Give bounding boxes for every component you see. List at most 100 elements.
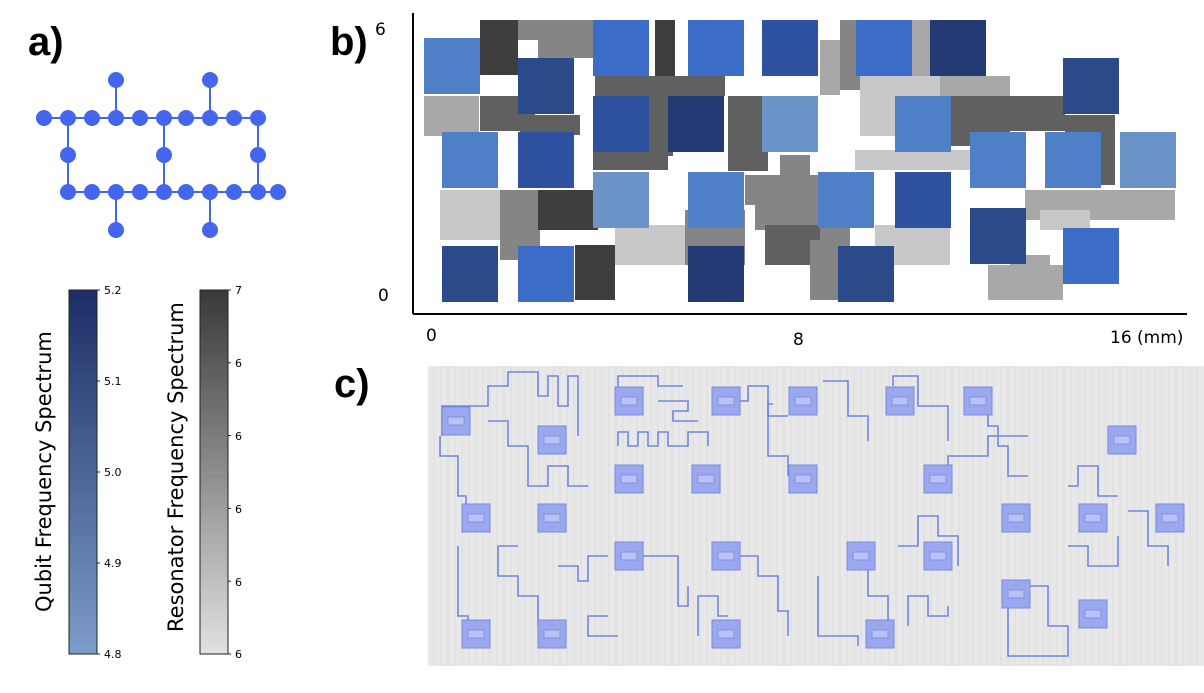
resonator-block: [855, 150, 970, 170]
resonator-colorbar-segment: [200, 387, 228, 394]
resonator-block: [615, 225, 685, 265]
qubit-colorbar-segment: [69, 381, 97, 391]
qubit-pad-junction: [1007, 589, 1025, 599]
resonator-colorbar-segment: [200, 459, 228, 467]
qubit-block: [442, 246, 498, 302]
qubit-block: [688, 20, 744, 76]
meander-wire: [817, 576, 859, 646]
qubit-pad-junction: [794, 396, 812, 406]
qubit-node: [250, 147, 266, 163]
meander-wire: [1007, 585, 1069, 657]
qubit-tick-4.9: 4.9: [104, 557, 122, 570]
qubit-block: [688, 172, 744, 228]
y-tick-bottom: 0: [378, 286, 389, 306]
resonator-tick-4: 6: [235, 576, 242, 589]
qubit-block: [856, 20, 912, 76]
qubit-block: [1120, 132, 1176, 188]
qubit-pad: [923, 464, 953, 494]
resonator-colorbar-segment: [200, 302, 228, 309]
qubit-node: [202, 184, 218, 200]
qubit-pad-junction: [717, 629, 735, 639]
qubit-pad-junction: [871, 629, 889, 639]
resonator-block: [745, 175, 820, 205]
resonator-block: [820, 40, 840, 95]
meander-wire: [468, 371, 579, 436]
qubit-colorbar-segment: [69, 517, 97, 528]
qubit-pad-junction: [467, 629, 485, 639]
qubit-node: [108, 184, 124, 200]
meander-wire: [892, 375, 949, 441]
qubit-tick-5.1: 5.1: [104, 375, 122, 388]
resonator-block: [575, 245, 615, 300]
resonator-colorbar-segment: [200, 308, 228, 315]
y-tick-top: 6: [375, 20, 386, 40]
meander-wire: [497, 545, 539, 626]
resonator-colorbar-segment: [200, 478, 228, 485]
qubit-pad-junction: [447, 416, 465, 426]
qubit-colorbar-segment: [69, 644, 97, 655]
chip-layout: [428, 366, 1204, 666]
resonator-block: [655, 20, 675, 80]
resonator-colorbar-segment: [200, 544, 228, 552]
qubit-pad-junction: [467, 513, 485, 523]
qubit-colorbar-segment: [69, 444, 97, 455]
qubit-colorbar-segment: [69, 508, 97, 518]
qubit-pad-junction: [929, 474, 947, 484]
meander-wire: [488, 420, 588, 487]
resonator-block: [840, 20, 860, 90]
resonator-colorbar-segment: [200, 411, 228, 418]
resonator-colorbar-segment: [200, 538, 228, 546]
resonator-colorbar-segment: [200, 629, 228, 637]
qubit-colorbar-segment: [69, 635, 97, 646]
frequency-layout-plot: [412, 13, 1187, 315]
qubit-block: [970, 132, 1026, 188]
qubit-node: [270, 184, 286, 200]
qubit-block: [762, 96, 818, 152]
panel-label-a: a): [28, 20, 64, 64]
resonator-colorbar-segment: [200, 490, 228, 497]
resonator-colorbar-segment: [200, 593, 228, 600]
qubit-node: [202, 72, 218, 88]
qubit-colorbar-segment: [69, 535, 97, 546]
resonator-colorbar-segment: [200, 326, 228, 333]
resonator-block: [595, 76, 725, 96]
resonator-block: [780, 155, 810, 175]
qubit-colorbar-segment: [69, 453, 97, 464]
qubit-pad-junction: [697, 474, 715, 484]
qubit-pad-junction: [543, 513, 561, 523]
qubit-tick-5.2: 5.2: [104, 284, 122, 297]
meander-wire: [907, 595, 949, 626]
qubit-node: [156, 110, 172, 126]
qubit-colorbar-segment: [69, 626, 97, 637]
resonator-colorbar-segment: [200, 314, 228, 321]
meander-wire: [587, 615, 618, 637]
qubit-node: [178, 184, 194, 200]
resonator-colorbar-segment: [200, 647, 228, 655]
qubit-pad-junction: [852, 551, 870, 561]
resonator-colorbar-segment: [200, 290, 228, 297]
qubit-node: [156, 147, 172, 163]
qubit-node: [178, 110, 194, 126]
qubit-colorbar-segment: [69, 499, 97, 509]
qubit-colorbar-segment: [69, 326, 97, 336]
qubit-block: [593, 20, 649, 76]
resonator-colorbar-segment: [200, 447, 228, 455]
qubit-pad-junction: [543, 435, 561, 445]
resonator-colorbar-segment: [200, 381, 228, 388]
panel-label-c: c): [334, 362, 370, 406]
qubit-block: [518, 58, 574, 114]
meander-wire: [439, 436, 467, 516]
x-tick-8: 8: [793, 330, 804, 350]
qubit-node: [202, 222, 218, 238]
resonator-colorbar-segment: [200, 368, 228, 376]
qubit-block: [424, 38, 480, 94]
resonator-colorbar-segment: [200, 320, 228, 327]
qubit-node: [36, 110, 52, 126]
resonator-block: [1100, 190, 1175, 220]
qubit-node: [60, 110, 76, 126]
qubit-colorbar-segment: [69, 590, 97, 600]
qubit-block: [518, 132, 574, 188]
resonator-tick-1: 6: [235, 357, 242, 370]
qubit-colorbar-segment: [69, 553, 97, 564]
resonator-colorbar-segment: [200, 399, 228, 406]
